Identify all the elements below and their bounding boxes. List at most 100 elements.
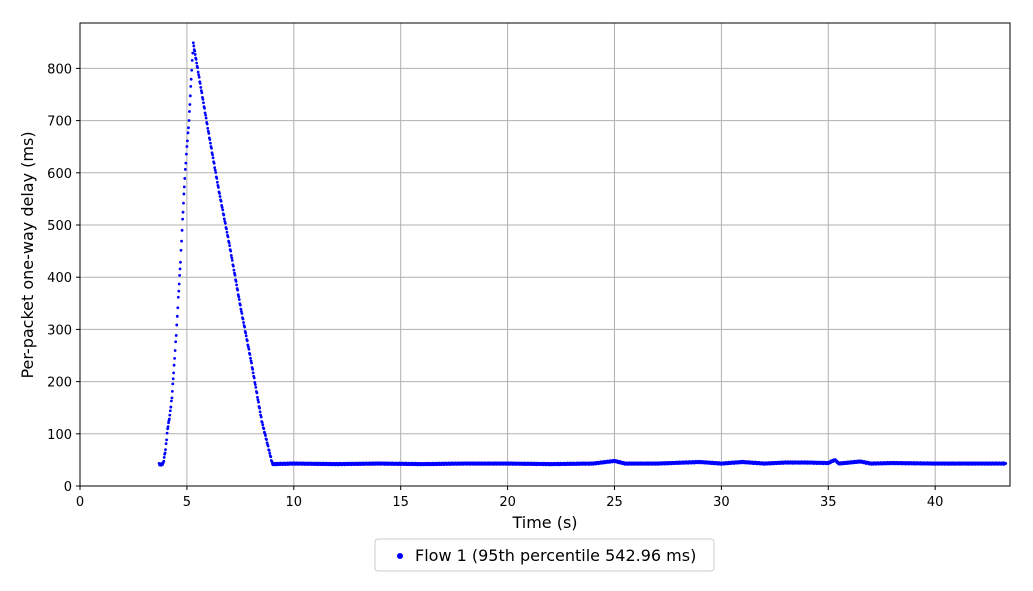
data-point (236, 288, 240, 292)
data-point (206, 126, 210, 130)
data-point (170, 389, 174, 393)
data-point (176, 306, 180, 310)
data-point (162, 455, 166, 459)
data-point (194, 57, 198, 61)
data-point (237, 298, 241, 301)
data-point (170, 396, 174, 400)
data-point (230, 258, 234, 262)
data-point (168, 409, 172, 413)
data-point (256, 398, 260, 402)
data-point (197, 75, 201, 79)
data-point (163, 451, 167, 455)
data-point (168, 413, 172, 417)
data-point (166, 425, 170, 429)
data-point (269, 455, 273, 459)
data-point (188, 110, 191, 113)
data-point (171, 382, 175, 386)
data-point (230, 256, 234, 260)
data-point (235, 283, 239, 287)
x-tick-label: 5 (183, 495, 191, 510)
data-point (179, 260, 182, 264)
data-point (1004, 462, 1008, 465)
data-point (204, 113, 208, 117)
data-point (222, 213, 226, 217)
data-point (172, 363, 176, 367)
data-point (195, 61, 199, 65)
data-point (236, 293, 240, 296)
data-point (229, 249, 233, 253)
data-point (177, 282, 181, 286)
data-point (165, 431, 169, 435)
x-tick-label: 10 (286, 495, 303, 510)
x-tick-label: 40 (927, 495, 944, 510)
data-point (180, 228, 184, 232)
data-point (210, 146, 213, 150)
data-point (191, 41, 195, 45)
data-point (257, 400, 260, 404)
data-point (202, 101, 205, 105)
data-point (181, 217, 185, 221)
data-point (175, 314, 179, 318)
legend-label: Flow 1 (95th percentile 542.96 ms) (415, 546, 696, 565)
data-point (225, 230, 229, 234)
data-point (167, 421, 170, 425)
data-point (174, 334, 178, 337)
data-point (218, 195, 222, 198)
data-point (244, 331, 248, 335)
data-point (251, 367, 255, 371)
grid-lines (79, 23, 1010, 487)
legend: Flow 1 (95th percentile 542.96 ms) (374, 538, 715, 572)
data-point (223, 221, 227, 225)
data-point (241, 317, 245, 321)
data-point (170, 399, 173, 403)
x-tick-label: 0 (76, 495, 84, 510)
data-point (267, 449, 271, 452)
data-point (264, 434, 267, 437)
data-point (180, 239, 183, 243)
data-point (238, 303, 242, 307)
data-point (213, 166, 217, 170)
data-point (186, 139, 189, 143)
data-point (164, 448, 167, 451)
data-point (254, 386, 258, 389)
data-point (183, 168, 187, 171)
y-tick-label: 700 (47, 115, 72, 130)
data-point (172, 371, 176, 375)
data-point (179, 248, 183, 252)
data-point (227, 241, 231, 245)
data-point (193, 49, 197, 53)
data-point (173, 357, 177, 360)
data-point (181, 210, 185, 214)
data-point (261, 423, 265, 427)
legend-marker (397, 553, 403, 559)
data-point (193, 53, 197, 56)
data-point (196, 66, 199, 69)
data-point (204, 116, 208, 120)
data-point (259, 415, 263, 419)
plot-frame (79, 22, 1011, 487)
data-point (187, 126, 190, 130)
data-point (208, 138, 212, 141)
y-tick-label: 200 (47, 376, 72, 391)
data-point (211, 156, 215, 160)
y-tick-label: 400 (47, 271, 72, 286)
data-point (246, 343, 250, 347)
data-point (237, 295, 241, 299)
data-point (213, 168, 217, 172)
data-point (211, 153, 214, 157)
data-point (228, 244, 232, 248)
data-point (232, 264, 235, 268)
data-point (214, 171, 218, 174)
data-point (256, 395, 259, 399)
data-point (260, 421, 264, 424)
data-point (265, 438, 268, 441)
data-point (248, 353, 252, 356)
x-tick-label: 15 (392, 495, 409, 510)
data-point (165, 438, 168, 442)
data-point (258, 410, 262, 414)
series-layer (157, 41, 1008, 467)
x-tick-label: 25 (606, 495, 623, 510)
data-point (205, 122, 209, 126)
data-point (189, 84, 193, 88)
x-axis-ticks: 0 5 10 15 20 25 30 35 40 (76, 486, 944, 510)
